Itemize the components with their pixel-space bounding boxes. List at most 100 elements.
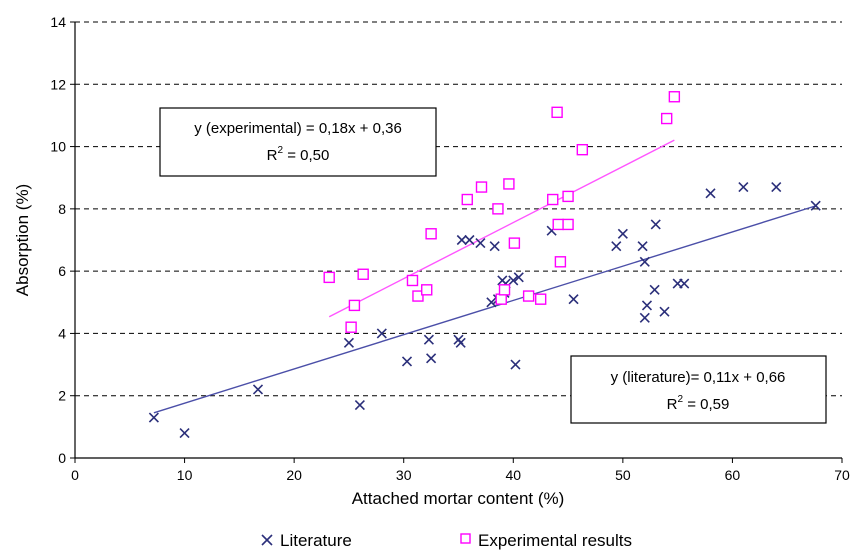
literature-equation-box: y (literature)= 0,11x + 0,66 R2 = 0,59 (570, 355, 827, 424)
experimental-point (495, 293, 507, 305)
experimental-point (461, 193, 473, 206)
literature-point-stroke (639, 256, 650, 267)
experimental-point (412, 290, 424, 302)
literature-point-stroke (617, 228, 628, 239)
literature-point (568, 294, 579, 305)
literature-point (252, 384, 264, 395)
y-tick-label: 4 (58, 325, 66, 341)
y-tick-label: 14 (50, 14, 66, 30)
literature-point (376, 328, 387, 339)
trendline-experimental (328, 139, 675, 318)
literature-point-stroke (464, 234, 475, 246)
literature-point-stroke (426, 353, 437, 364)
literature-point (423, 334, 434, 345)
literature-point-stroke (423, 334, 434, 345)
experimental-point (323, 271, 335, 284)
experimental-point (421, 284, 433, 296)
x-tick-label: 50 (615, 467, 631, 483)
literature-point-stroke (650, 219, 661, 230)
experimental-point (552, 218, 564, 231)
experimental-point (508, 237, 521, 249)
experimental-point (498, 284, 511, 296)
literature-point-stroke (568, 294, 579, 305)
literature-point (508, 275, 519, 286)
literature-point-stroke (679, 278, 690, 289)
experimental-point (534, 293, 547, 305)
literature-point (637, 241, 648, 252)
literature-point (649, 284, 660, 295)
literature-point-stroke (637, 241, 648, 252)
literature-point-stroke (771, 181, 782, 193)
literature-point (810, 200, 821, 211)
literature-point (354, 399, 365, 411)
literature-point (426, 353, 437, 364)
literature-point-stroke (641, 300, 653, 311)
experimental-point (668, 91, 681, 103)
experimental-point (562, 190, 574, 203)
x-tick-label: 40 (505, 467, 521, 483)
trendline-literature (153, 205, 816, 414)
literature-point-stroke (705, 188, 716, 199)
literature-point-stroke (508, 275, 519, 286)
literature-point (771, 181, 782, 193)
legend-marker-literature (261, 534, 273, 546)
x-tick-labels: 0 10 20 30 40 50 60 70 (71, 467, 850, 483)
legend-label-literature: Literature (280, 531, 352, 550)
experimental-point (503, 178, 515, 190)
experimental-equation-text: y (experimental) = 0,18x + 0,36 (194, 120, 402, 137)
literature-point-stroke (456, 234, 467, 246)
literature-point (148, 412, 159, 423)
literature-point (489, 241, 500, 252)
literature-point-stroke (455, 337, 466, 348)
experimental-point (547, 193, 559, 206)
experimental-point (406, 274, 419, 287)
literature-point-stroke (252, 384, 264, 395)
y-axis-title: Absorption (%) (13, 184, 32, 296)
legend: Literature Experimental results (261, 531, 632, 550)
experimental-point (475, 181, 488, 193)
literature-point-stroke (401, 356, 413, 367)
data-points (148, 91, 821, 439)
literature-point-stroke (489, 241, 500, 252)
experimental-point (348, 299, 361, 312)
literature-point (343, 337, 354, 348)
literature-point (679, 278, 690, 289)
literature-point (611, 241, 622, 252)
literature-point (510, 359, 521, 370)
literature-point (456, 234, 467, 246)
literature-point (455, 337, 466, 348)
literature-point (475, 238, 486, 249)
y-tick-label: 0 (58, 450, 66, 466)
literature-point (617, 228, 628, 239)
trendlines (153, 139, 816, 414)
literature-point-stroke (354, 399, 365, 411)
literature-equation-text: y (literature)= 0,11x + 0,66 (611, 369, 786, 386)
experimental-r2-text: R2 = 0,50 (267, 145, 330, 164)
experimental-point (554, 256, 567, 268)
x-tick-label: 10 (177, 467, 193, 483)
x-tick-label: 20 (286, 467, 302, 483)
literature-point-stroke (639, 312, 650, 323)
literature-point (464, 234, 475, 246)
literature-point-stroke (376, 328, 387, 339)
literature-point-stroke (179, 428, 190, 439)
experimental-point (660, 112, 673, 125)
literature-point (401, 356, 413, 367)
experimental-point (562, 218, 574, 231)
literature-point (179, 428, 190, 439)
literature-point (486, 297, 497, 308)
literature-point (659, 306, 670, 317)
x-tick-label: 70 (834, 467, 850, 483)
experimental-point (492, 203, 504, 215)
y-tick-label: 8 (58, 201, 66, 217)
literature-point (705, 188, 716, 199)
literature-point-stroke (510, 359, 521, 370)
experimental-point (345, 321, 357, 333)
y-tick-label: 2 (58, 388, 66, 404)
literature-point-stroke (486, 297, 497, 308)
literature-point-stroke (659, 306, 670, 317)
x-tick-label: 0 (71, 467, 79, 483)
literature-point-stroke (148, 412, 159, 423)
y-tick-labels: 0 2 4 6 8 10 12 14 (50, 14, 66, 466)
